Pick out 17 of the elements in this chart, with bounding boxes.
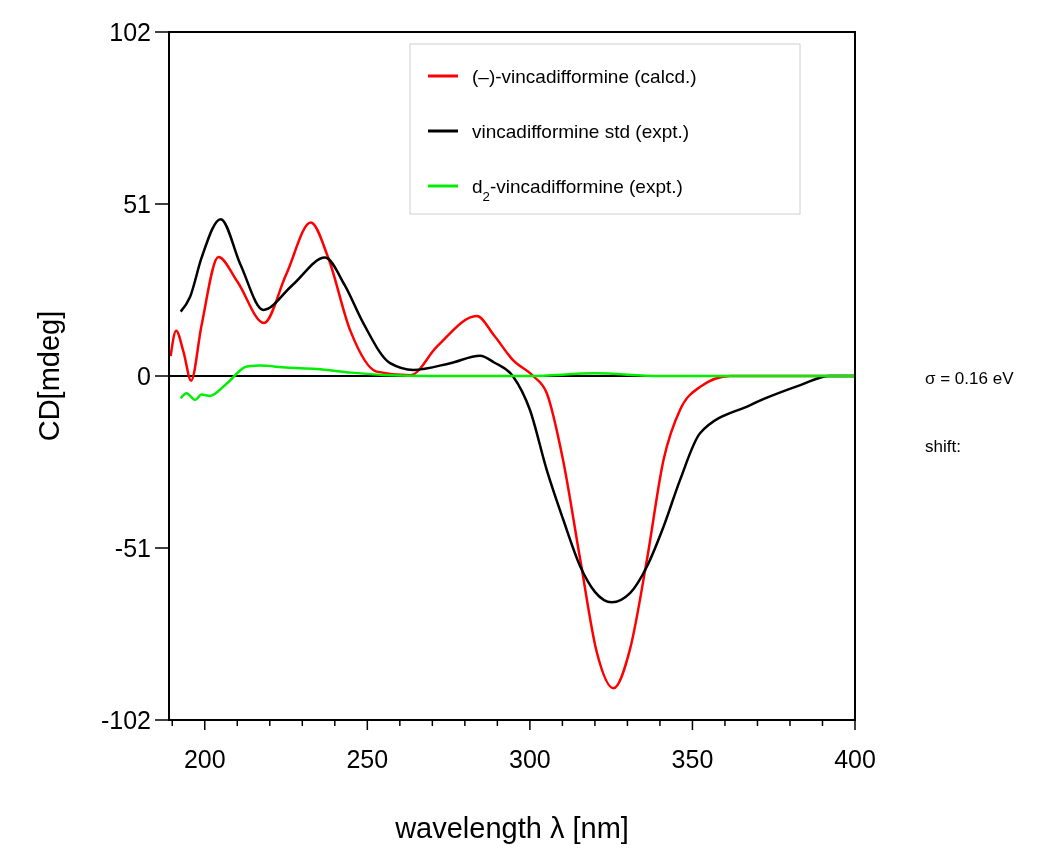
x-tick-label: 250 [346,745,389,773]
x-axis-title: wavelength λ [nm] [394,812,629,844]
x-tick-label: 300 [509,745,551,773]
y-axis-title: CD[mdeg] [33,310,65,442]
legend-label: (–)-vincadifformine (calcd.) [472,66,697,87]
x-tick-label: 400 [834,745,876,773]
y-tick-label: -102 [100,706,151,734]
y-tick-label: -51 [114,534,151,562]
legend-label: vincadifformine std (expt.) [472,121,690,142]
legend-label: d$_{2}$-vincadifformine (expt.) [472,176,683,204]
y-tick-label: 102 [109,18,151,46]
x-tick-label: 350 [671,745,714,773]
y-tick-label: 51 [123,190,151,218]
y-tick-label: 0 [137,362,151,390]
x-tick-label: 200 [183,745,226,773]
text: shift: [925,437,961,456]
text: σ = 0.16 eV [925,369,1015,388]
